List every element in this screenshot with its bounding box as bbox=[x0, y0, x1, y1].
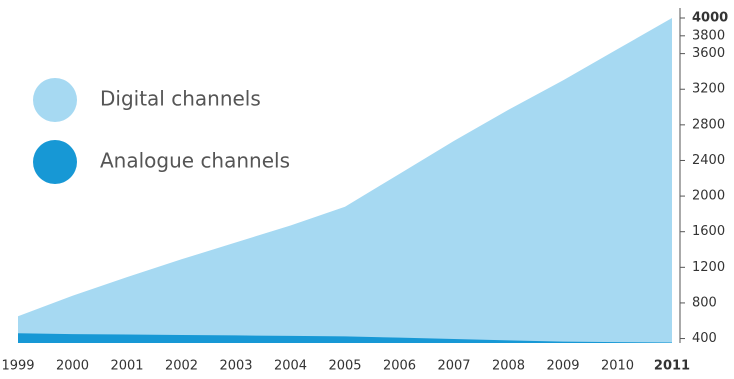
x-tick-label: 2011 bbox=[654, 359, 690, 374]
x-tick-label: 2010 bbox=[601, 359, 634, 374]
y-tick-label: 2000 bbox=[692, 189, 725, 204]
y-tick-label: 1200 bbox=[692, 260, 725, 275]
y-tick-label: 2400 bbox=[692, 153, 725, 168]
x-tick-label: 2004 bbox=[274, 359, 307, 374]
y-tick-label: 3800 bbox=[692, 28, 725, 43]
y-tick-label: 3200 bbox=[692, 82, 725, 97]
x-tick-label: 2006 bbox=[383, 359, 416, 374]
x-tick-label: 2009 bbox=[546, 359, 579, 374]
x-tick-label: 2001 bbox=[110, 359, 143, 374]
x-tick-label: 2005 bbox=[328, 359, 361, 374]
legend-swatch bbox=[33, 78, 77, 122]
x-tick-label: 2008 bbox=[492, 359, 525, 374]
legend-label: Analogue channels bbox=[100, 149, 290, 173]
y-tick-label: 2800 bbox=[692, 117, 725, 132]
x-tick-label: 2000 bbox=[56, 359, 89, 374]
y-tick-label: 1600 bbox=[692, 224, 725, 239]
x-tick-label: 2002 bbox=[165, 359, 198, 374]
y-tick-label: 4000 bbox=[692, 11, 728, 26]
legend-swatch bbox=[33, 140, 77, 184]
area bbox=[18, 333, 672, 343]
y-tick-label: 800 bbox=[692, 295, 717, 310]
x-tick-label: 2003 bbox=[219, 359, 252, 374]
x-tick-label: 2007 bbox=[437, 359, 470, 374]
y-tick-label: 400 bbox=[692, 331, 717, 346]
area bbox=[18, 18, 672, 343]
y-tick-label: 3600 bbox=[692, 46, 725, 61]
legend-label: Digital channels bbox=[100, 87, 261, 111]
x-tick-label: 1999 bbox=[1, 359, 34, 374]
